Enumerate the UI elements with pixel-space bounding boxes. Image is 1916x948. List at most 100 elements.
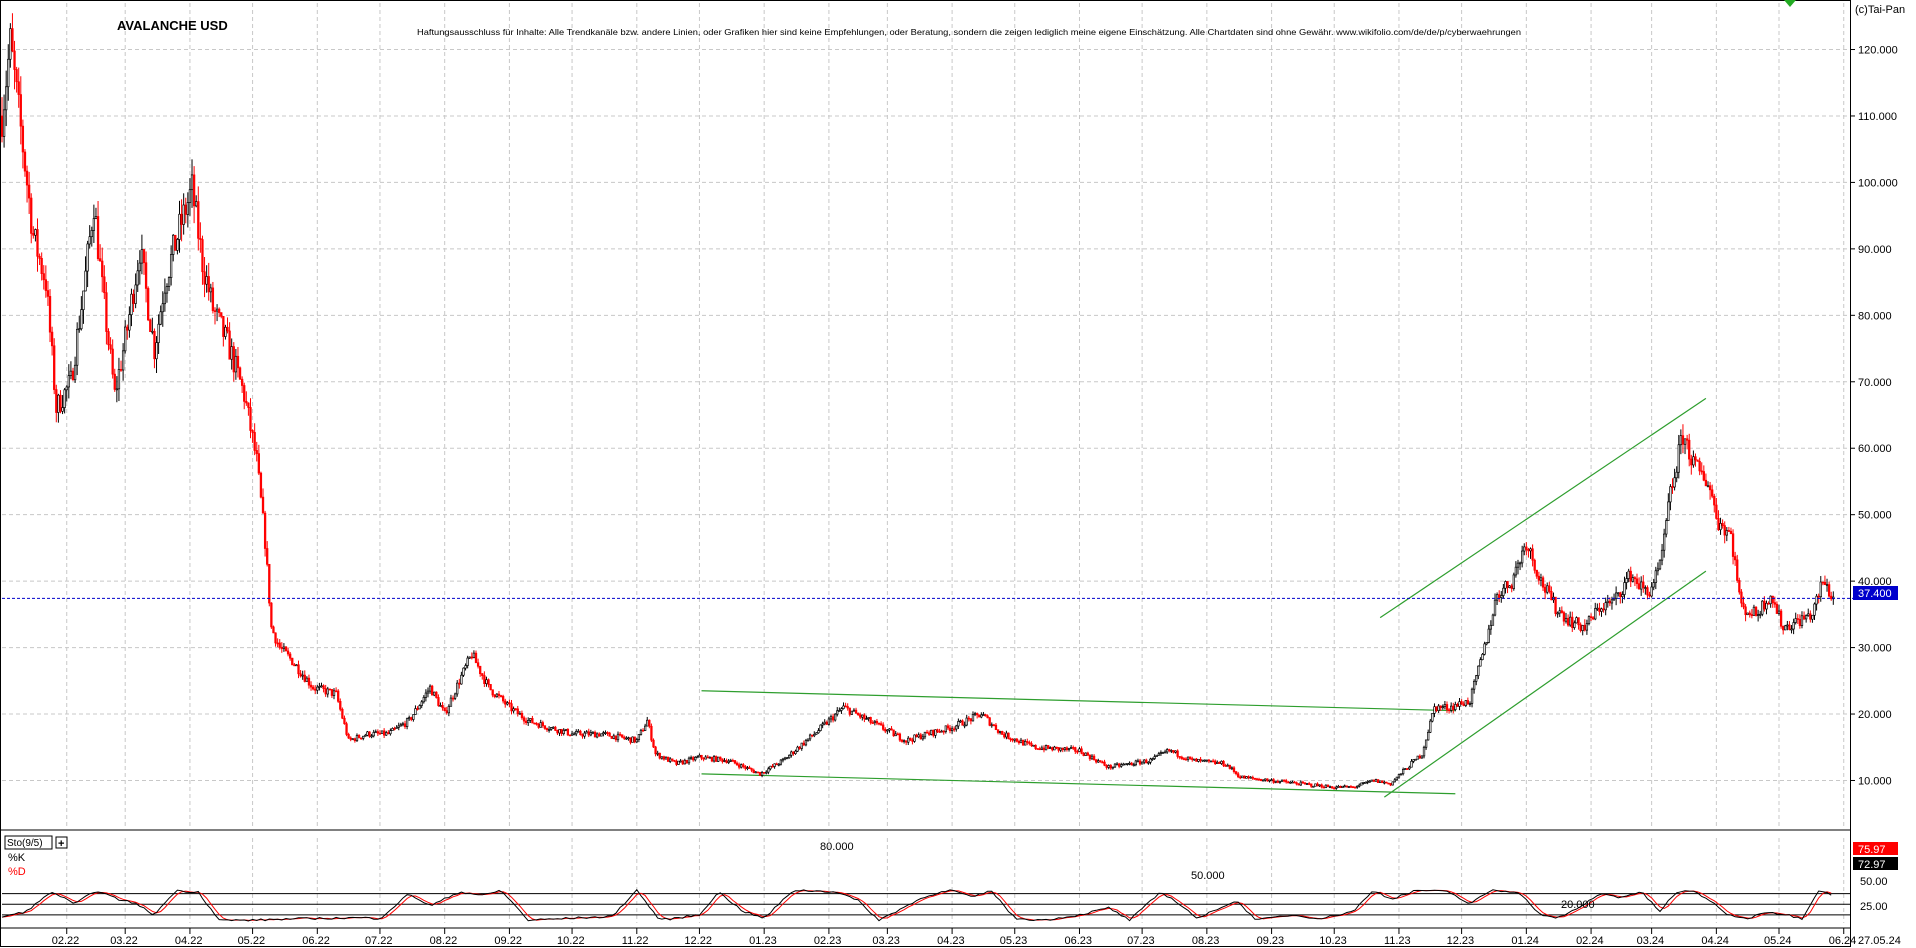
candle-body — [1374, 779, 1378, 782]
candle-body — [1587, 616, 1591, 625]
candle-body — [618, 733, 622, 736]
candle-body — [1767, 602, 1770, 605]
candle-body — [71, 370, 75, 381]
candle-body — [556, 730, 559, 734]
candle-body — [915, 734, 918, 738]
candle-body — [1199, 758, 1202, 761]
candle-body — [1809, 613, 1812, 620]
candle-body — [165, 286, 169, 294]
candle-body — [115, 388, 118, 391]
candle-body — [909, 737, 912, 741]
candle-body — [1782, 625, 1785, 631]
scroll-indicator-icon — [1784, 0, 1796, 7]
candle-body — [433, 691, 436, 696]
candle-body — [1708, 485, 1712, 491]
candle-body — [1387, 782, 1390, 785]
candle-body — [1015, 738, 1018, 742]
candle-body — [1462, 703, 1465, 706]
candle-body — [1051, 747, 1054, 751]
candle-body — [21, 125, 25, 153]
candle-body — [50, 331, 54, 347]
candle-body — [161, 303, 164, 313]
candle-body — [464, 665, 467, 669]
candle-body — [462, 667, 465, 676]
candle-body — [965, 717, 968, 726]
candle-body — [1155, 754, 1158, 757]
candle-body — [1525, 546, 1528, 550]
candle-body — [1195, 758, 1198, 762]
candle-body — [130, 293, 133, 316]
x-tick-label: 05.22 — [238, 935, 266, 947]
candle-body — [900, 739, 904, 742]
candle-body — [669, 758, 672, 762]
candle-body — [1314, 783, 1317, 787]
k-value-tag — [1853, 842, 1898, 855]
candle-body — [1237, 773, 1240, 778]
candle-body — [948, 727, 952, 732]
candle-body — [86, 243, 89, 272]
candle-body — [681, 760, 684, 765]
candle-body — [453, 693, 457, 699]
candle-body — [1681, 435, 1685, 445]
candle-body — [205, 276, 208, 285]
candle-body — [1466, 700, 1470, 705]
candle-body — [1452, 705, 1455, 710]
stoch-add-button[interactable] — [55, 836, 68, 849]
candle-body — [861, 714, 864, 718]
candle-body — [1205, 759, 1209, 762]
candle-body — [103, 276, 106, 294]
candle-body — [349, 737, 352, 740]
candle-body — [1030, 743, 1033, 746]
candle-body — [1786, 624, 1789, 627]
candle-body — [867, 717, 870, 719]
x-tick-label: 03.23 — [872, 935, 900, 947]
x-tick-label: 09.22 — [494, 935, 522, 947]
candle-body — [1450, 705, 1453, 711]
candle-body — [1533, 559, 1536, 571]
candle-body — [353, 738, 357, 742]
candle-body — [1257, 778, 1261, 781]
candle-body — [1356, 785, 1359, 788]
disclaimer-text: Haftungsausschluss für Inhalte: Alle Tre… — [417, 27, 1521, 37]
candle-body — [1047, 745, 1050, 749]
candle-body — [1328, 786, 1332, 789]
candle-body — [679, 760, 682, 763]
candle-body — [470, 656, 473, 659]
candle-body — [1667, 501, 1670, 521]
candle-body — [888, 728, 891, 731]
stoch-label-box[interactable] — [4, 835, 53, 850]
candle-body — [380, 730, 384, 734]
candle-body — [291, 657, 294, 666]
candle-body — [376, 731, 380, 734]
candle-body — [270, 602, 273, 628]
candle-body — [1178, 756, 1181, 758]
candle-body — [1103, 761, 1106, 766]
candle-body — [360, 737, 363, 740]
candle-body — [1769, 595, 1772, 605]
candle-body — [919, 734, 922, 740]
candle-body — [641, 729, 645, 732]
candle-body — [466, 657, 469, 666]
candle-body — [911, 739, 914, 742]
candle-body — [1026, 741, 1029, 743]
candle-body — [879, 723, 883, 726]
candle-body — [1569, 616, 1572, 626]
stoch-level-20-label: 20.000 — [1561, 899, 1595, 911]
candle-body — [1339, 785, 1342, 788]
candle-body — [1009, 738, 1012, 741]
candle-body — [1665, 520, 1668, 535]
candle-body — [199, 237, 202, 240]
candle-body — [913, 734, 916, 742]
candle-body — [1794, 618, 1797, 623]
candle-body — [1556, 612, 1559, 615]
candle-body — [614, 735, 618, 741]
candle-body — [971, 713, 975, 722]
candle-body — [105, 292, 108, 332]
candle-body — [541, 722, 544, 727]
candle-body — [643, 725, 647, 731]
candle-body — [387, 732, 390, 735]
candle-body — [222, 316, 225, 337]
candle-body — [19, 94, 22, 127]
candle-body — [524, 720, 528, 724]
candle-body — [1694, 456, 1697, 461]
